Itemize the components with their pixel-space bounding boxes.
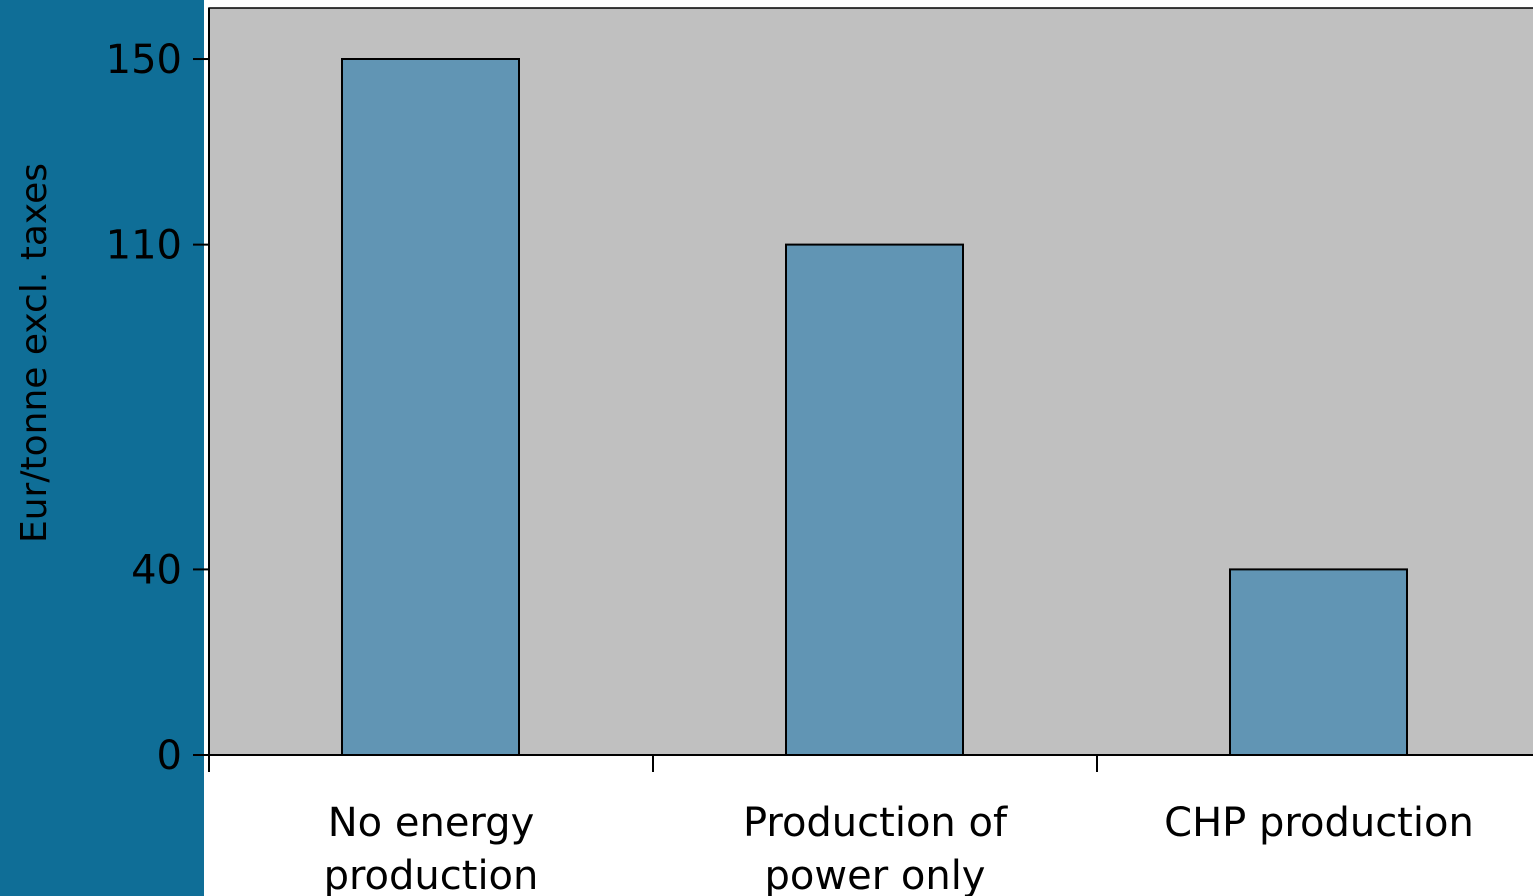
category-label-1: No energy production	[324, 800, 539, 896]
category-label-2: Production of power only	[743, 800, 1008, 896]
category-label-line: Production of	[743, 800, 1008, 846]
bar-3	[1229, 568, 1408, 757]
y-axis-title: Eur/tonne excl. taxes	[14, 163, 55, 543]
category-label-line: CHP production	[1164, 800, 1474, 846]
y-tick-label: 150	[106, 37, 182, 83]
category-label-line: production	[324, 853, 539, 896]
bars-layer	[341, 58, 1408, 757]
bar-1	[341, 58, 520, 756]
y-tick-label: 0	[157, 733, 182, 779]
x-ticks	[652, 755, 1098, 772]
category-label-line: No energy	[328, 800, 534, 846]
category-label-line: power only	[765, 853, 986, 896]
category-label-3: CHP production	[1164, 800, 1474, 846]
y-ticks: 0 40 110 150	[106, 37, 209, 779]
y-tick-label: 40	[131, 547, 182, 593]
bar-2	[785, 243, 964, 756]
y-tick-label: 110	[106, 223, 182, 269]
side-band	[0, 0, 204, 896]
category-labels: No energy production Production of power on…	[324, 800, 1474, 896]
